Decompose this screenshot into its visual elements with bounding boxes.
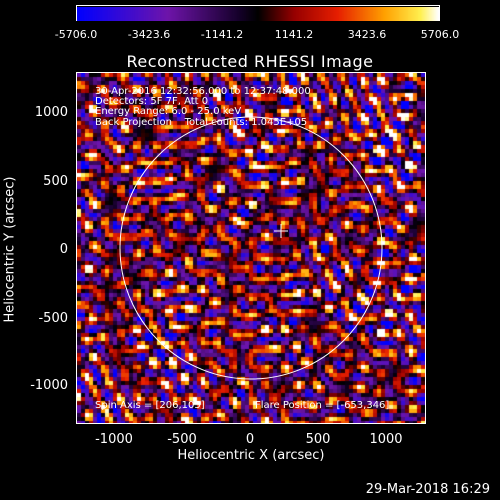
- annotation-time: 30-Apr-2016 12:32:56.000 to 12:37:48.000: [95, 86, 311, 97]
- y-axis-label: Heliocentric Y (arcsec): [2, 176, 18, 323]
- x-tick: 1000: [369, 432, 403, 447]
- y-tick: -500: [38, 311, 68, 326]
- footer-date: 29-Mar-2018 16:29: [365, 482, 490, 497]
- colorbar-tick: -3423.6: [127, 28, 171, 41]
- y-tick: 0: [59, 242, 68, 257]
- rhessi-image: [77, 73, 425, 423]
- y-tick: 500: [43, 174, 68, 189]
- x-tick: -500: [167, 432, 197, 447]
- solar-limb-overlay: [119, 116, 383, 380]
- x-axis-label: Heliocentric X (arcsec): [177, 448, 325, 463]
- colorbar-tick: 5706.0: [420, 28, 460, 41]
- page-title: Reconstructed RHESSI Image: [126, 52, 374, 71]
- x-tick: -1000: [95, 432, 133, 447]
- x-tick: 500: [305, 432, 331, 447]
- annotation-flare-position: Flare Position = [-653,346]: [255, 400, 390, 411]
- colorbar-tick: 1141.2: [274, 28, 314, 41]
- annotation-spin-axis: Spin Axis = [206,105]: [95, 400, 205, 411]
- annotation-energy: Energy Range: 6.0 - 25.0 keV: [95, 106, 242, 117]
- image-plot: 30-Apr-2016 12:32:56.000 to 12:37:48.000…: [76, 72, 426, 424]
- annotation-method: Back Projection Total counts: 1.045E+05: [95, 117, 308, 128]
- y-tick: -1000: [30, 378, 68, 393]
- x-tick: 0: [245, 432, 255, 447]
- y-tick: 1000: [34, 105, 68, 120]
- annotation-detectors: Detectors: 5F 7F, Att 0: [95, 96, 209, 107]
- colorbar-tick: 3423.6: [347, 28, 387, 41]
- solar-limb-circle: [119, 116, 383, 380]
- colorbar: [76, 5, 440, 21]
- colorbar-gradient: [77, 7, 439, 21]
- colorbar-tick: -5706.0: [54, 28, 98, 41]
- colorbar-tick: -1141.2: [200, 28, 244, 41]
